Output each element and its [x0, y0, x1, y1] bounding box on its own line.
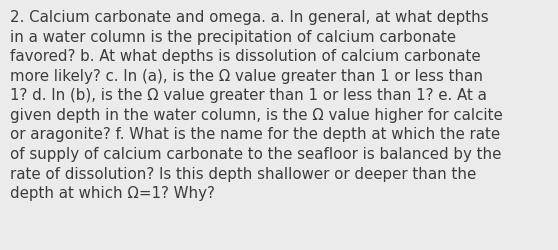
Text: 2. Calcium carbonate and omega. a. In general, at what depths
in a water column : 2. Calcium carbonate and omega. a. In ge…	[10, 10, 503, 200]
